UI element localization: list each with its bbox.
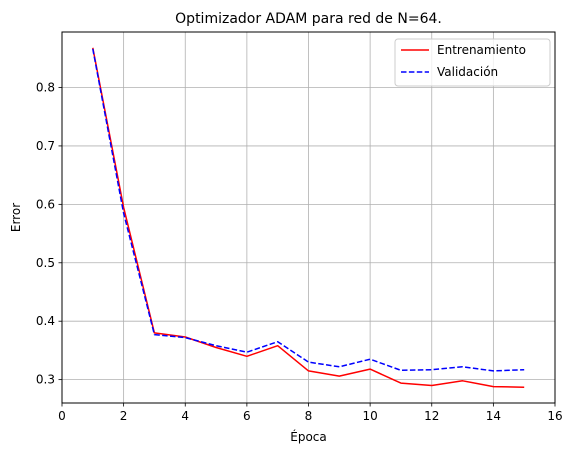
y-tick-label: 0.5 (36, 256, 55, 270)
legend: Entrenamiento Validación (395, 39, 550, 86)
y-tick-label: 0.7 (36, 139, 55, 153)
y-tick-label: 0.6 (36, 197, 55, 211)
y-tick-label: 0.4 (36, 314, 55, 328)
chart-title: Optimizador ADAM para red de N=64. (175, 11, 442, 27)
x-tick-label: 14 (486, 409, 501, 423)
y-tick-label: 0.8 (36, 81, 55, 95)
x-axis-label: Época (290, 429, 327, 444)
x-tick-label: 16 (547, 409, 562, 423)
x-tick-label: 8 (305, 409, 313, 423)
x-tick-label: 2 (120, 409, 128, 423)
y-tick-label: 0.3 (36, 373, 55, 387)
x-tick-label: 6 (243, 409, 251, 423)
legend-label: Validación (437, 65, 498, 79)
x-tick-label: 12 (424, 409, 439, 423)
x-tick-label: 0 (58, 409, 66, 423)
x-tick-label: 4 (181, 409, 189, 423)
y-axis-label: Error (9, 203, 23, 232)
legend-label: Entrenamiento (437, 43, 526, 57)
x-tick-label: 10 (362, 409, 377, 423)
